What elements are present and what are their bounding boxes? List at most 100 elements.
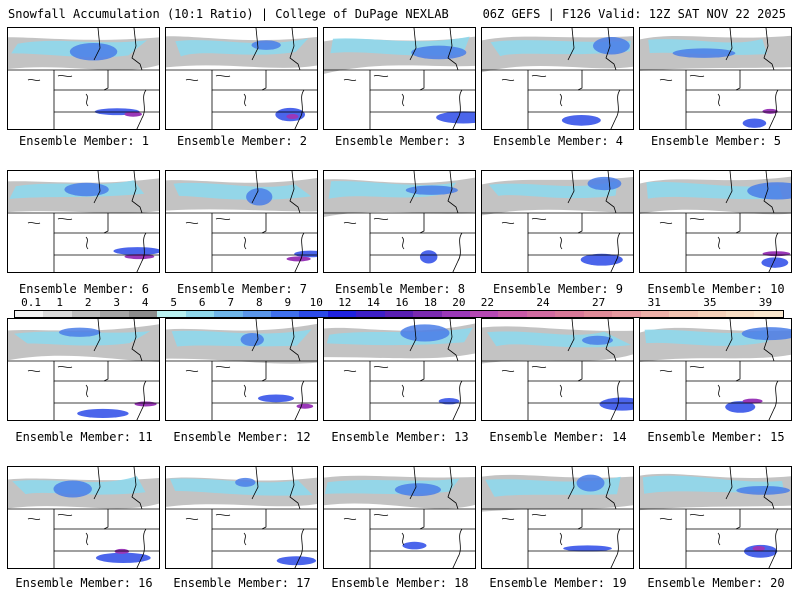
ensemble-member-label: Ensemble Member: 18 [331, 576, 469, 590]
state-boundaries [166, 319, 317, 420]
ensemble-member-map [481, 466, 634, 569]
snowfall-south-band [95, 552, 151, 563]
colorbar-segment [100, 311, 129, 317]
snowfall-heavy-area [246, 188, 273, 206]
snowfall-south-band [563, 545, 612, 552]
snowfall-heavy-area [64, 182, 109, 197]
colorbar-segment [725, 311, 755, 317]
snowfall-heavy-area [400, 324, 450, 342]
colorbar-tick-label: 18 [423, 296, 437, 309]
snowfall-max-area [762, 108, 778, 114]
ensemble-member-label: Ensemble Member: 8 [334, 282, 466, 296]
snowfall-light-area [169, 478, 313, 496]
snowfall-heavy-area [741, 327, 791, 341]
snowfall-south-band [294, 250, 317, 258]
snowfall-heavy-area [576, 474, 605, 492]
snowfall-heavy-area [592, 37, 630, 55]
ensemble-member-label: Ensemble Member: 7 [176, 282, 308, 296]
colorbar-segment [43, 311, 72, 317]
snowfall-max-area [124, 111, 142, 117]
ensemble-member-label: Ensemble Member: 17 [173, 576, 311, 590]
snowfall-south-band [761, 257, 789, 268]
ensemble-member-map [481, 27, 634, 130]
ensemble-member-label: Ensemble Member: 6 [18, 282, 150, 296]
ensemble-member-label: Ensemble Member: 14 [489, 430, 627, 444]
snowfall-south-band [402, 541, 427, 550]
ensemble-member-map [7, 466, 160, 569]
colorbar-tick-label: 6 [198, 296, 206, 309]
snowfall-south-band [599, 397, 633, 411]
ensemble-member-label: Ensemble Member: 5 [650, 134, 782, 148]
state-boundaries [324, 171, 475, 272]
colorbar-tick-label: 35 [703, 296, 717, 309]
colorbar-tick-label: 2 [84, 296, 92, 309]
colorbar-segment [441, 311, 470, 317]
state-boundaries [8, 171, 159, 272]
colorbar-segment [356, 311, 385, 317]
ensemble-member-label: Ensemble Member: 16 [15, 576, 153, 590]
snowfall-south-band [113, 247, 159, 256]
ensemble-member-map [323, 170, 476, 273]
snowfall-heavy-area [405, 185, 458, 195]
ensemble-member-map [639, 27, 792, 130]
colorbar-segment [71, 311, 101, 317]
snowfall-south-band [276, 556, 317, 566]
colorbar-tick-label: 7 [227, 296, 235, 309]
ensemble-member-map [7, 318, 160, 421]
colorbar-segment [470, 311, 499, 317]
colorbar-segment [413, 311, 442, 317]
ensemble-member-label: Ensemble Member: 9 [492, 282, 624, 296]
colorbar-tick-label: 27 [592, 296, 606, 309]
snowfall-heavy-area [235, 477, 256, 487]
colorbar-tick-label: 24 [536, 296, 550, 309]
snowfall-heavy-area [747, 182, 791, 200]
state-boundaries [640, 28, 791, 129]
snowfall-light-area [173, 182, 312, 200]
ensemble-member-map [165, 170, 318, 273]
ensemble-member-label: Ensemble Member: 2 [176, 134, 308, 148]
ensemble-member-map [7, 27, 160, 130]
state-boundaries [640, 319, 791, 420]
ensemble-member-map [639, 170, 792, 273]
snowfall-heavy-area [69, 42, 118, 61]
map-title: Snowfall Accumulation (10:1 Ratio) | Col… [8, 7, 449, 21]
colorbar-tick-label: 3 [113, 296, 120, 309]
ensemble-member-label: Ensemble Member: 12 [173, 430, 311, 444]
colorbar-tick-label: 9 [284, 296, 292, 309]
snowfall-light-area [14, 331, 151, 346]
snowfall-south-band [436, 111, 475, 124]
snowfall-heavy-area [251, 40, 281, 50]
colorbar-tick-label: 12 [338, 296, 352, 309]
snowfall-south-band [438, 397, 460, 405]
ensemble-member-map [165, 27, 318, 130]
ensemble-member-label: Ensemble Member: 20 [647, 576, 785, 590]
snowfall-heavy-area [582, 335, 613, 345]
snowfall-south-band [257, 394, 295, 403]
colorbar-segment [526, 311, 556, 317]
colorbar-segment [299, 311, 328, 317]
colorbar-tick-label: 4 [141, 296, 149, 309]
ensemble-member-map [165, 466, 318, 569]
ensemble-member-label: Ensemble Member: 13 [331, 430, 469, 444]
snowfall-south-band [580, 253, 623, 266]
snowfall-south-band [725, 401, 756, 413]
ensemble-member-map [323, 466, 476, 569]
colorbar-tick-label: 22 [480, 296, 495, 309]
state-boundaries [640, 467, 791, 568]
snowfall-max-area [286, 114, 299, 120]
colorbar-tick-label: 16 [395, 296, 409, 309]
model-run-title: 06Z GEFS | F126 Valid: 12Z SAT NOV 22 20… [482, 7, 786, 21]
colorbar-segment [697, 311, 726, 317]
colorbar-segment [242, 311, 271, 317]
colorbar-segment [128, 311, 158, 317]
snowfall-light-area [488, 180, 618, 199]
snowfall-heavy-area [240, 333, 264, 347]
colorbar-segment [157, 311, 186, 317]
snowfall-south-band [77, 408, 129, 419]
state-boundaries [166, 28, 317, 129]
ensemble-member-label: Ensemble Member: 11 [15, 430, 153, 444]
colorbar-segment [15, 311, 44, 317]
snowfall-max-area [286, 256, 311, 262]
snowfall-colorbar [14, 310, 784, 318]
colorbar-segment [498, 311, 527, 317]
